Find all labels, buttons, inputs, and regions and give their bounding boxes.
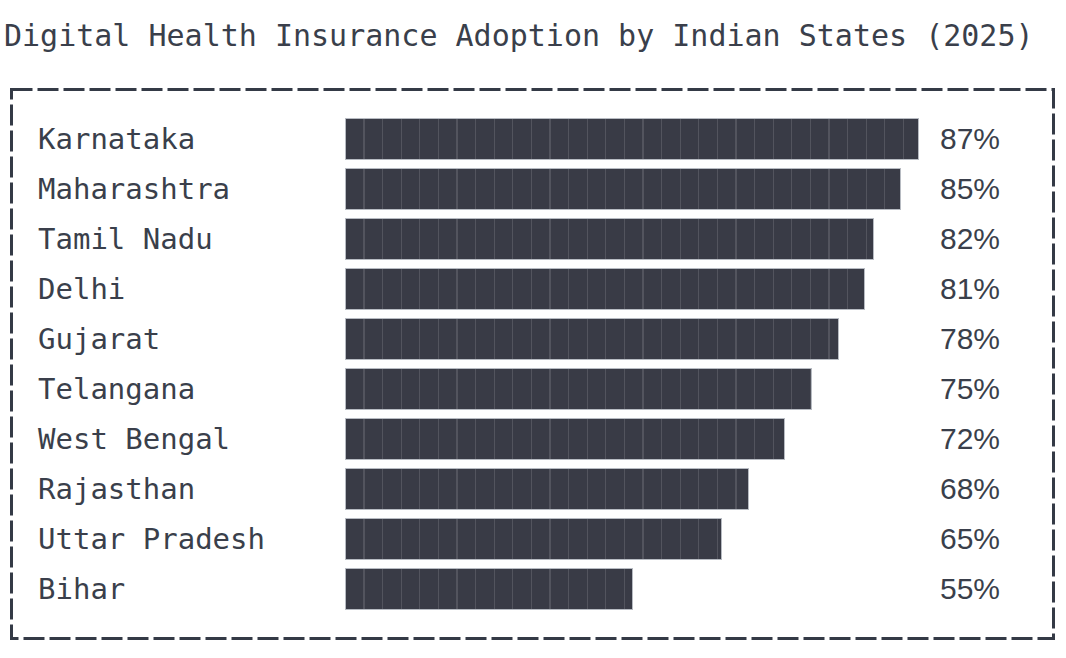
bar bbox=[345, 418, 785, 460]
category-label: Karnataka bbox=[38, 118, 195, 160]
chart-row: Karnataka 87% bbox=[10, 118, 1055, 160]
category-label: West Bengal bbox=[38, 418, 230, 460]
bar bbox=[345, 568, 633, 610]
chart-rows: Karnataka 87% Maharashtra 85% Tamil Nadu… bbox=[10, 88, 1055, 640]
bar bbox=[345, 168, 901, 210]
bar bbox=[345, 518, 722, 560]
category-label: Tamil Nadu bbox=[38, 218, 213, 260]
chart-canvas: Digital Health Insurance Adoption by Ind… bbox=[0, 0, 1066, 658]
value-label: 68% bbox=[940, 468, 1000, 510]
value-label: 65% bbox=[940, 518, 1000, 560]
value-label: 87% bbox=[940, 118, 1000, 160]
chart-row: Rajasthan 68% bbox=[10, 468, 1055, 510]
value-label: 78% bbox=[940, 318, 1000, 360]
value-label: 72% bbox=[940, 418, 1000, 460]
category-label: Maharashtra bbox=[38, 168, 230, 210]
chart-plot-area: Karnataka 87% Maharashtra 85% Tamil Nadu… bbox=[10, 88, 1055, 640]
chart-row: Bihar 55% bbox=[10, 568, 1055, 610]
chart-row: Maharashtra 85% bbox=[10, 168, 1055, 210]
bar bbox=[345, 268, 865, 310]
category-label: Bihar bbox=[38, 568, 125, 610]
category-label: Delhi bbox=[38, 268, 125, 310]
category-label: Uttar Pradesh bbox=[38, 518, 265, 560]
category-label: Telangana bbox=[38, 368, 195, 410]
chart-row: Delhi 81% bbox=[10, 268, 1055, 310]
bar bbox=[345, 118, 919, 160]
bar bbox=[345, 318, 839, 360]
chart-row: Uttar Pradesh 65% bbox=[10, 518, 1055, 560]
value-label: 81% bbox=[940, 268, 1000, 310]
value-label: 55% bbox=[940, 568, 1000, 610]
value-label: 75% bbox=[940, 368, 1000, 410]
chart-row: Gujarat 78% bbox=[10, 318, 1055, 360]
chart-row: Tamil Nadu 82% bbox=[10, 218, 1055, 260]
chart-row: West Bengal 72% bbox=[10, 418, 1055, 460]
category-label: Gujarat bbox=[38, 318, 160, 360]
value-label: 85% bbox=[940, 168, 1000, 210]
chart-row: Telangana 75% bbox=[10, 368, 1055, 410]
bar bbox=[345, 368, 812, 410]
chart-title: Digital Health Insurance Adoption by Ind… bbox=[4, 18, 1034, 54]
category-label: Rajasthan bbox=[38, 468, 195, 510]
bar bbox=[345, 468, 749, 510]
value-label: 82% bbox=[940, 218, 1000, 260]
bar bbox=[345, 218, 874, 260]
